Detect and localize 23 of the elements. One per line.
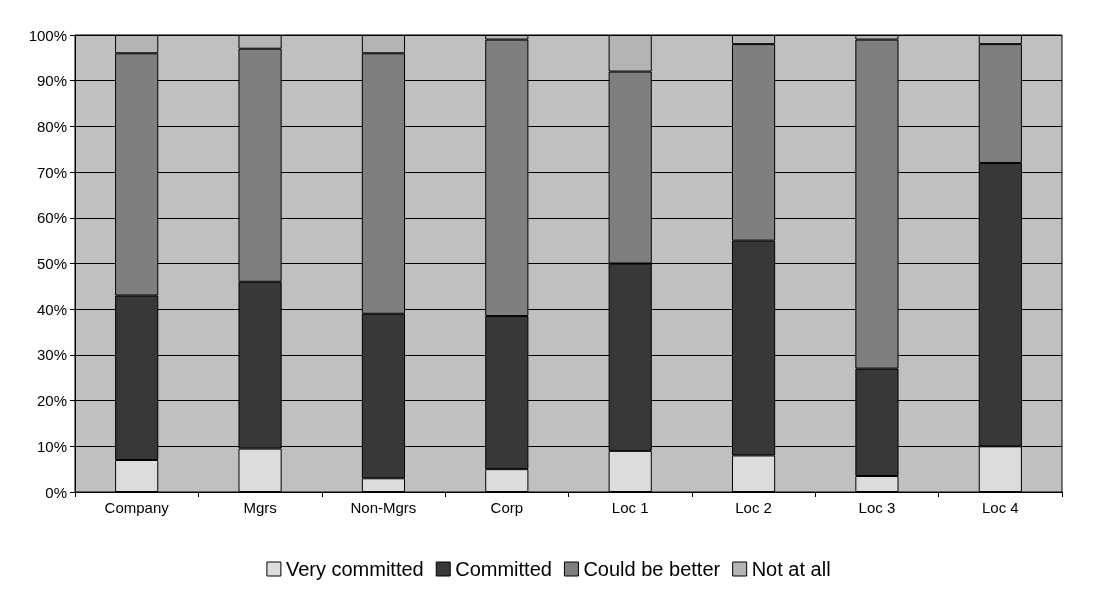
y-tick-label: 20% <box>36 392 67 410</box>
y-tick-label: 90% <box>36 72 67 90</box>
y-tick-label: 70% <box>36 163 67 181</box>
y-tick-label: 60% <box>36 209 67 227</box>
x-tick-label: Corp <box>490 499 524 516</box>
x-tick-label: Loc 1 <box>611 499 649 516</box>
y-tick-label: 0% <box>45 483 67 501</box>
y-tick-label: 100% <box>28 26 67 44</box>
y-tick-label: 40% <box>36 300 67 318</box>
x-tick-label: Loc 2 <box>735 499 772 516</box>
legend-label: Not at all <box>751 558 831 580</box>
y-tick-label: 80% <box>36 117 67 135</box>
legend-label: Could be better <box>583 558 721 580</box>
x-tick-label: Non-Mgrs <box>350 499 417 516</box>
x-tick-label: Mgrs <box>243 499 277 516</box>
x-tick-label: Loc 4 <box>981 499 1019 516</box>
y-tick-label: 10% <box>36 437 67 455</box>
y-tick-label: 30% <box>36 346 67 364</box>
x-tick-label: Loc 3 <box>858 499 896 516</box>
legend-label: Committed <box>455 558 552 580</box>
y-tick-label: 50% <box>36 255 67 272</box>
x-tick-label: Company <box>104 499 170 516</box>
legend-label: Very committed <box>285 558 424 580</box>
